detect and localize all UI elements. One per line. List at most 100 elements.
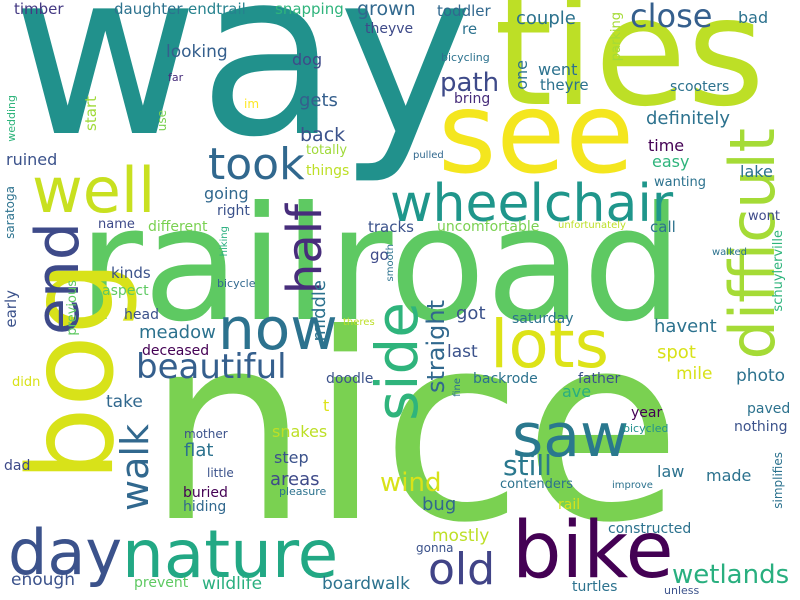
- word-boardwalk: boardwalk: [322, 574, 410, 594]
- word-dad: dad: [4, 458, 31, 474]
- word-one: one: [512, 60, 531, 90]
- word-beautiful: beautiful: [136, 347, 287, 387]
- word-areas: areas: [270, 469, 320, 490]
- word-way: way: [12, 0, 474, 187]
- word-wetlands: wetlands: [672, 560, 790, 590]
- word-nothing: nothing: [734, 419, 788, 435]
- word-enough: enough: [11, 570, 75, 590]
- word-head: head: [124, 307, 159, 323]
- word-last: last: [447, 342, 478, 362]
- word-take: take: [106, 392, 143, 412]
- word-bicycling: bicycling: [441, 51, 490, 64]
- word-kinds: kinds: [111, 264, 151, 282]
- word-saw: saw: [512, 401, 630, 471]
- word-constructed: constructed: [608, 521, 692, 537]
- word-use: use: [155, 110, 169, 132]
- word-daughter: daughter: [114, 0, 183, 18]
- word-bring: bring: [454, 91, 491, 107]
- word-law: law: [657, 462, 685, 481]
- word-start: start: [82, 96, 100, 131]
- word-railroad: railroad: [78, 173, 683, 357]
- word-close: close: [630, 0, 713, 35]
- word-bug: bug: [422, 494, 457, 515]
- word-ave: ave: [562, 382, 592, 401]
- word-definitely: definitely: [646, 108, 731, 129]
- word-little: little: [207, 466, 234, 480]
- word-dog: dog: [292, 50, 323, 69]
- word-day: day: [8, 516, 123, 589]
- word-flat: flat: [184, 440, 214, 461]
- word-step: step: [274, 448, 309, 467]
- word-spot: spot: [657, 342, 696, 363]
- word-year: year: [631, 405, 663, 421]
- word-path: path: [440, 68, 500, 98]
- word-pleasure: pleasure: [279, 485, 327, 498]
- word-gets: gets: [299, 90, 338, 111]
- word-nice: nice: [146, 279, 682, 579]
- word-saratoga: saratoga: [3, 186, 17, 239]
- word-wanting: wanting: [654, 175, 707, 190]
- word-things: things: [306, 163, 350, 179]
- word-wind: wind: [380, 468, 442, 498]
- word-wont: wont: [748, 209, 780, 224]
- word-tracks: tracks: [368, 218, 414, 236]
- word-grown: grown: [357, 0, 416, 20]
- word-snakes: snakes: [272, 422, 328, 441]
- word-lake: lake: [740, 162, 773, 181]
- word-got: got: [456, 303, 486, 324]
- word-bike: bike: [512, 506, 674, 596]
- word-call: call: [650, 218, 676, 236]
- word-bicycled: bicycled: [623, 422, 669, 435]
- word-bad: bad: [738, 8, 769, 27]
- word-lots: lots: [490, 306, 609, 383]
- word-wedding: wedding: [5, 95, 18, 142]
- word-turtles: turtles: [572, 579, 618, 595]
- word-took: took: [208, 139, 305, 190]
- word-name: name: [98, 217, 135, 232]
- word-parking: parking: [609, 12, 624, 62]
- word-toddler: toddler: [437, 2, 491, 20]
- word-going: going: [204, 184, 249, 203]
- word-fine: fine: [452, 378, 463, 397]
- word-deceased: deceased: [142, 343, 210, 359]
- word-old: old: [428, 544, 496, 595]
- word-paved: paved: [747, 401, 791, 417]
- word-smooth: smooth: [385, 244, 396, 282]
- word-unfortunately: unfortunately: [558, 220, 626, 231]
- word-time: time: [648, 136, 685, 155]
- word-went: went: [538, 60, 578, 79]
- word-mile: mile: [676, 364, 713, 384]
- word-walked: walked: [712, 247, 748, 258]
- word-previous: previous: [65, 280, 80, 336]
- word-didn: didn: [12, 375, 41, 390]
- word-walk: walk: [113, 424, 157, 511]
- word-meadow: meadow: [139, 322, 216, 343]
- word-simplifies: simplifies: [771, 452, 785, 509]
- word-bicycle: bicycle: [217, 277, 256, 290]
- word-now: now: [218, 295, 338, 363]
- word-endtrail: endtrail: [188, 0, 246, 18]
- word-hiking: hiking: [219, 226, 230, 257]
- word-made: made: [706, 466, 752, 485]
- word-couple: couple: [516, 8, 576, 29]
- word-rail: rail: [558, 497, 581, 513]
- word-totally: totally: [306, 143, 348, 158]
- word-looking: looking: [166, 42, 228, 62]
- word-unless: unless: [664, 584, 700, 597]
- word-wildlife: wildlife: [202, 574, 263, 594]
- word-saturday: saturday: [512, 311, 574, 327]
- word-see: see: [438, 69, 635, 199]
- word-photo: photo: [736, 366, 786, 386]
- word-prevent: prevent: [134, 575, 189, 591]
- word-theyre: theyre: [540, 76, 589, 94]
- word-doodle: doodle: [326, 371, 374, 387]
- word-contenders: contenders: [500, 477, 574, 492]
- word-middle: middle: [309, 280, 330, 342]
- word-ruined: ruined: [6, 150, 58, 169]
- word-well: well: [32, 154, 156, 227]
- word-uncomfortable: uncomfortable: [437, 219, 540, 235]
- word-right: right: [217, 203, 250, 219]
- word-t: t: [323, 396, 330, 415]
- word-side: side: [363, 302, 431, 421]
- word-re: re: [462, 20, 478, 38]
